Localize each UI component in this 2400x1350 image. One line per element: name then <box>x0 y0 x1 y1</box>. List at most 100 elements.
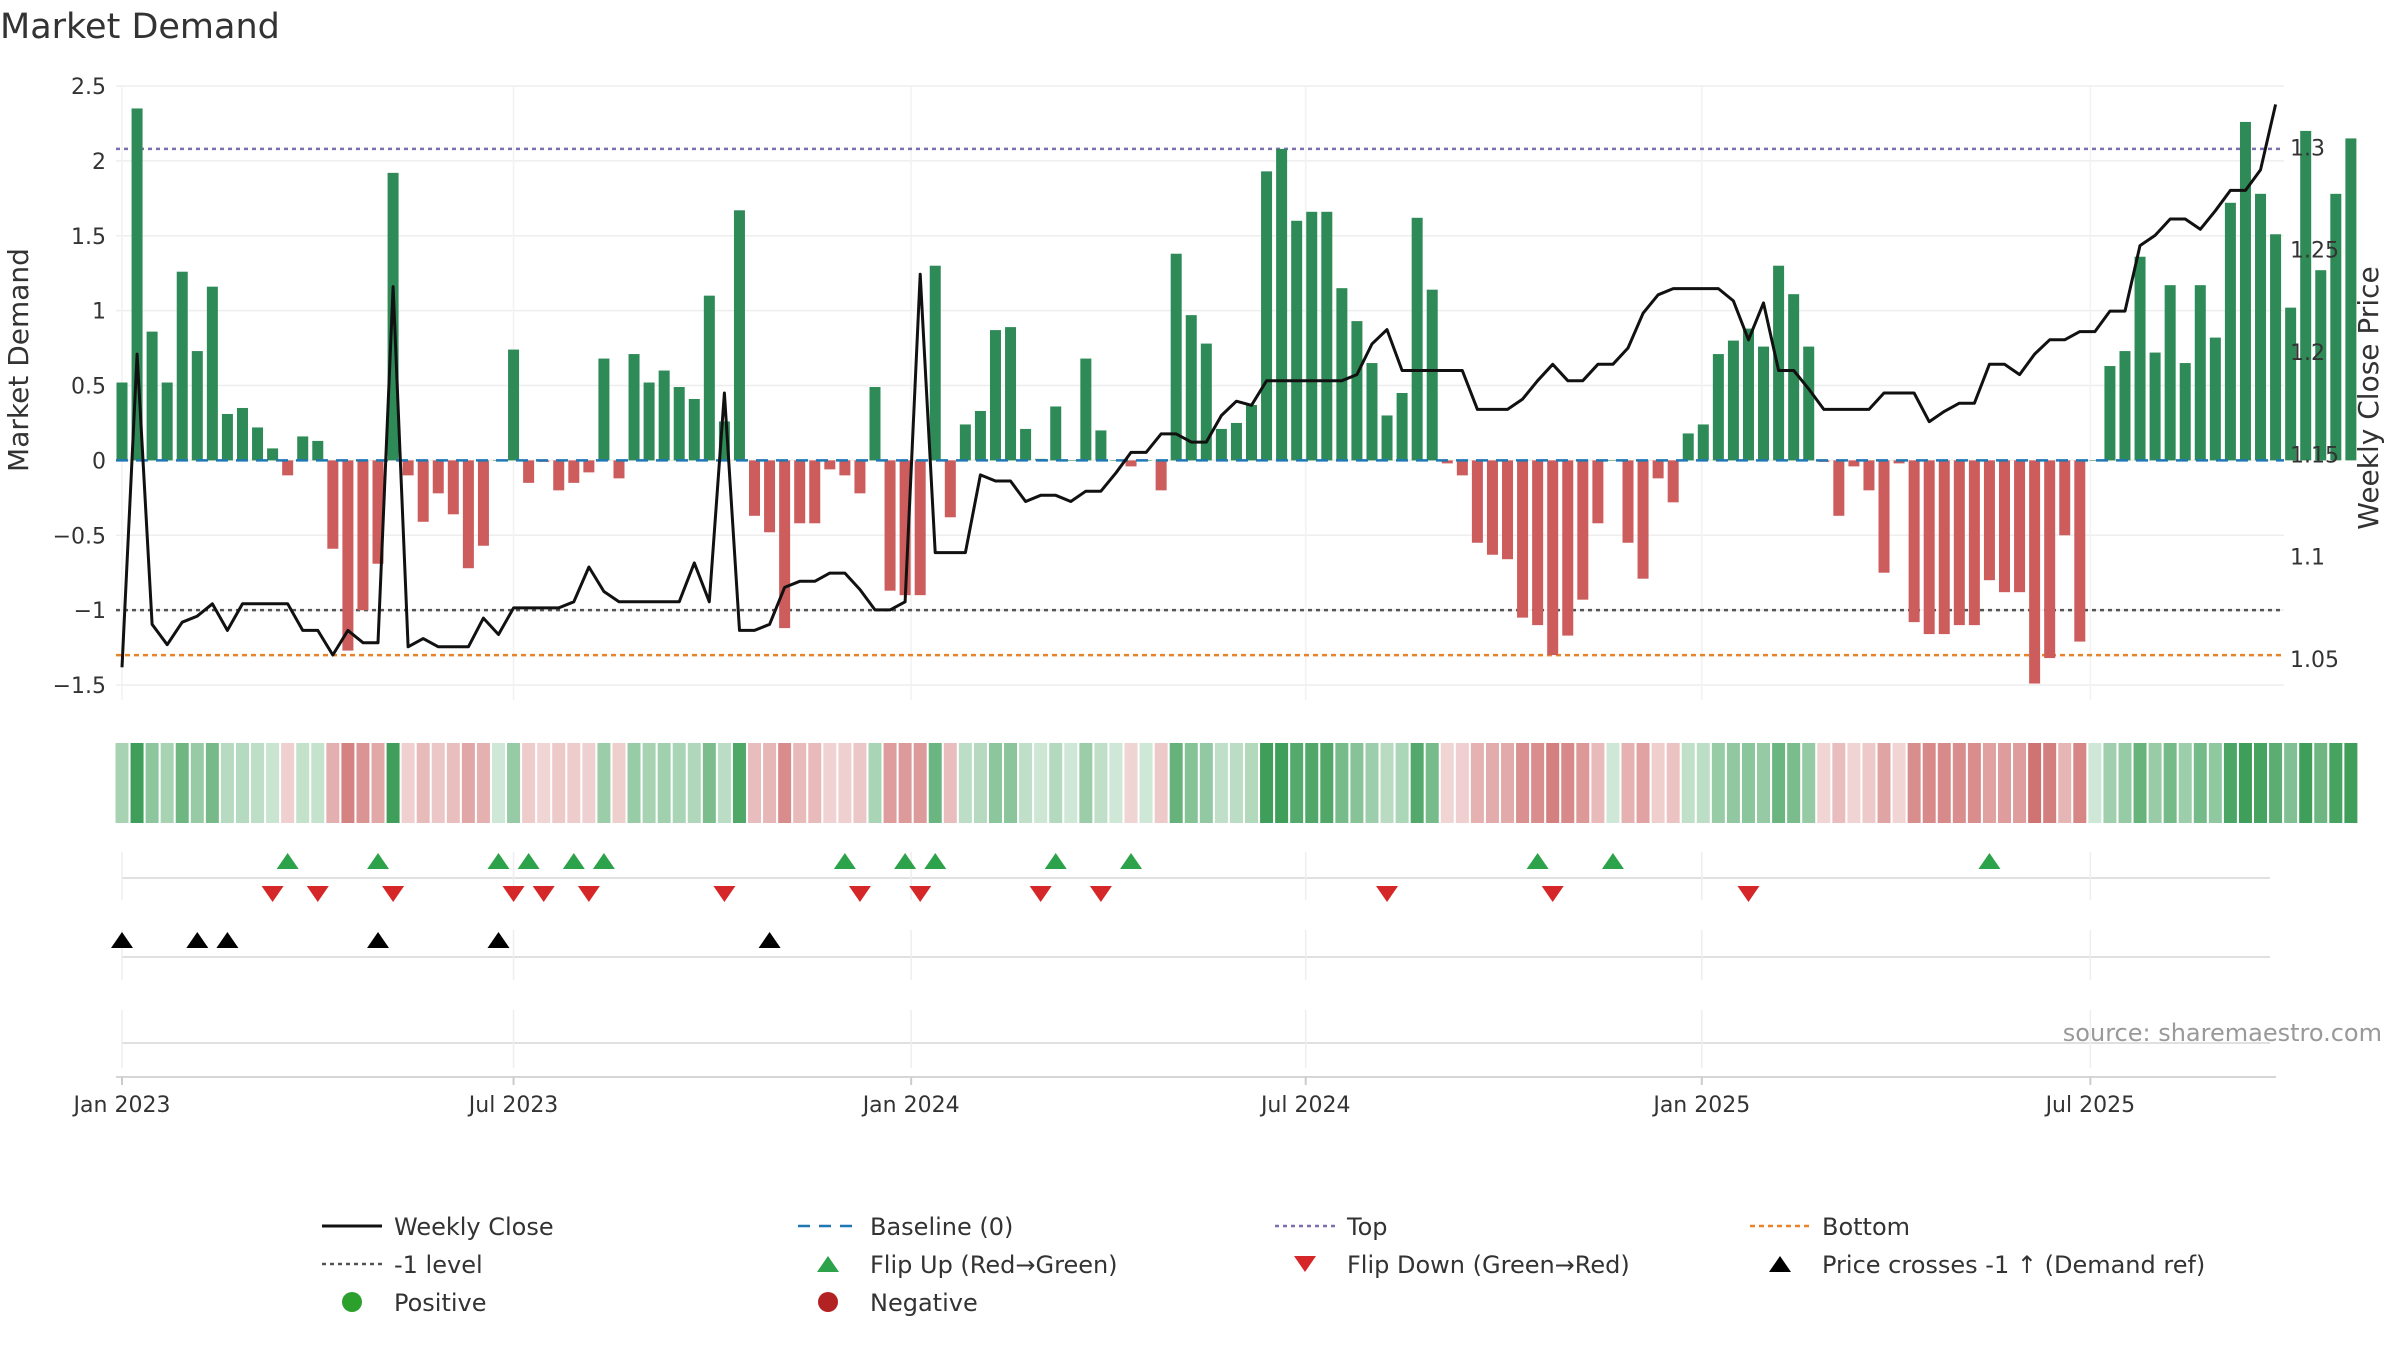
heat-cell <box>793 743 807 823</box>
demand-bar <box>191 351 203 461</box>
demand-bar <box>914 460 926 596</box>
heat-cell <box>476 743 490 823</box>
demand-bar <box>824 460 836 470</box>
heat-cell <box>597 743 611 823</box>
flip-up-marker <box>517 853 540 869</box>
heat-cell <box>732 743 746 823</box>
demand-bar <box>1848 460 1860 467</box>
heat-cell <box>582 743 596 823</box>
demand-bar <box>1562 460 1574 636</box>
heat-cell <box>702 743 716 823</box>
weekly-close-line <box>120 104 2278 668</box>
legend-item: Baseline (0) <box>798 1213 1013 1241</box>
demand-bar <box>1953 460 1965 626</box>
flip-up-marker <box>487 853 510 869</box>
demand-bar <box>2044 460 2056 659</box>
demand-bar <box>2285 307 2297 461</box>
flip-down-marker <box>713 886 736 902</box>
legend: Weekly Close Baseline (0) Top Bottom -1 leve… <box>322 1213 2205 1317</box>
heat-cell <box>2344 743 2358 823</box>
legend-label: Flip Up (Red→Green) <box>870 1251 1118 1279</box>
demand-bar <box>1893 460 1905 464</box>
price-cross-marker <box>186 932 209 948</box>
heat-cell <box>823 743 837 823</box>
demand-bar <box>1170 253 1182 461</box>
demand-bar <box>1682 433 1694 461</box>
flip-up-marker <box>562 853 585 869</box>
demand-bar <box>1005 327 1017 461</box>
right-tick-label: 1.25 <box>2290 239 2339 264</box>
demand-bar <box>2074 460 2086 642</box>
legend-label: Flip Down (Green→Red) <box>1347 1251 1630 1279</box>
heat-cell <box>1245 743 1258 823</box>
heat-cell <box>2148 743 2162 823</box>
heat-cell <box>1139 743 1153 823</box>
demand-bar <box>1517 460 1529 618</box>
heat-cell <box>2088 743 2102 823</box>
x-tick-label: Jan 2023 <box>72 1093 171 1118</box>
heat-cell <box>296 743 310 823</box>
demand-bar <box>1758 346 1770 461</box>
flip-up-marker <box>367 853 390 869</box>
demand-bar <box>703 295 715 461</box>
legend-item: Flip Down (Green→Red) <box>1294 1251 1630 1279</box>
heat-cell <box>1952 743 1966 823</box>
heat-cell <box>642 743 656 823</box>
flip-up-marker <box>894 853 917 869</box>
heat-cell <box>1455 743 1469 823</box>
heat-cell <box>1666 743 1680 823</box>
demand-bar <box>1863 460 1875 491</box>
legend-swatch-flip-down <box>1294 1256 1316 1272</box>
demand-bar <box>869 387 881 461</box>
demand-bar <box>417 460 429 522</box>
price-cross-marker <box>216 932 239 948</box>
demand-bar <box>1291 220 1303 461</box>
demand-bar <box>477 460 489 546</box>
demand-bar <box>1502 460 1514 560</box>
demand-bar <box>658 370 670 461</box>
legend-item: Positive <box>342 1289 487 1317</box>
demand-bar <box>267 448 279 461</box>
demand-bar <box>1923 460 1935 635</box>
flip-down-marker <box>1376 886 1399 902</box>
heat-cell <box>341 743 355 823</box>
flip-up-marker <box>1044 853 1067 869</box>
heat-cell <box>1350 743 1364 823</box>
flip-down-marker <box>382 886 405 902</box>
heat-cell <box>1320 743 1334 823</box>
heat-cell <box>1591 743 1605 823</box>
flip-up-marker <box>1978 853 2001 869</box>
demand-bar <box>1908 460 1920 623</box>
legend-label: -1 level <box>394 1251 483 1279</box>
heat-cell <box>1892 743 1906 823</box>
left-tick-label: 2.5 <box>71 75 106 100</box>
demand-bar <box>206 286 218 461</box>
legend-item: Weekly Close <box>322 1213 554 1241</box>
heat-cell <box>1214 743 1228 823</box>
heat-cell <box>115 743 129 823</box>
demand-bar <box>2315 270 2327 461</box>
demand-bar <box>1200 343 1212 461</box>
demand-bar <box>1833 460 1845 516</box>
flip-down-marker <box>577 886 600 902</box>
demand-bar <box>1185 315 1197 461</box>
demand-bar <box>673 387 685 461</box>
demand-bar <box>899 460 911 596</box>
left-tick-label: 1 <box>92 300 106 325</box>
demand-bar <box>568 460 580 483</box>
demand-bar <box>794 460 806 524</box>
heat-cell <box>2193 743 2207 823</box>
heat-cell <box>2269 743 2283 823</box>
heat-cell <box>687 743 701 823</box>
heat-cell <box>2238 743 2252 823</box>
legend-label: Weekly Close <box>394 1213 554 1241</box>
demand-bar <box>402 460 414 476</box>
heat-cell <box>853 743 867 823</box>
demand-bar <box>116 382 128 461</box>
demand-bar <box>1983 460 1995 581</box>
demand-bar <box>1607 460 1619 461</box>
flip-down-marker <box>848 886 871 902</box>
demand-bar <box>236 407 248 461</box>
heat-cell <box>1711 743 1725 823</box>
demand-bar <box>146 331 158 461</box>
